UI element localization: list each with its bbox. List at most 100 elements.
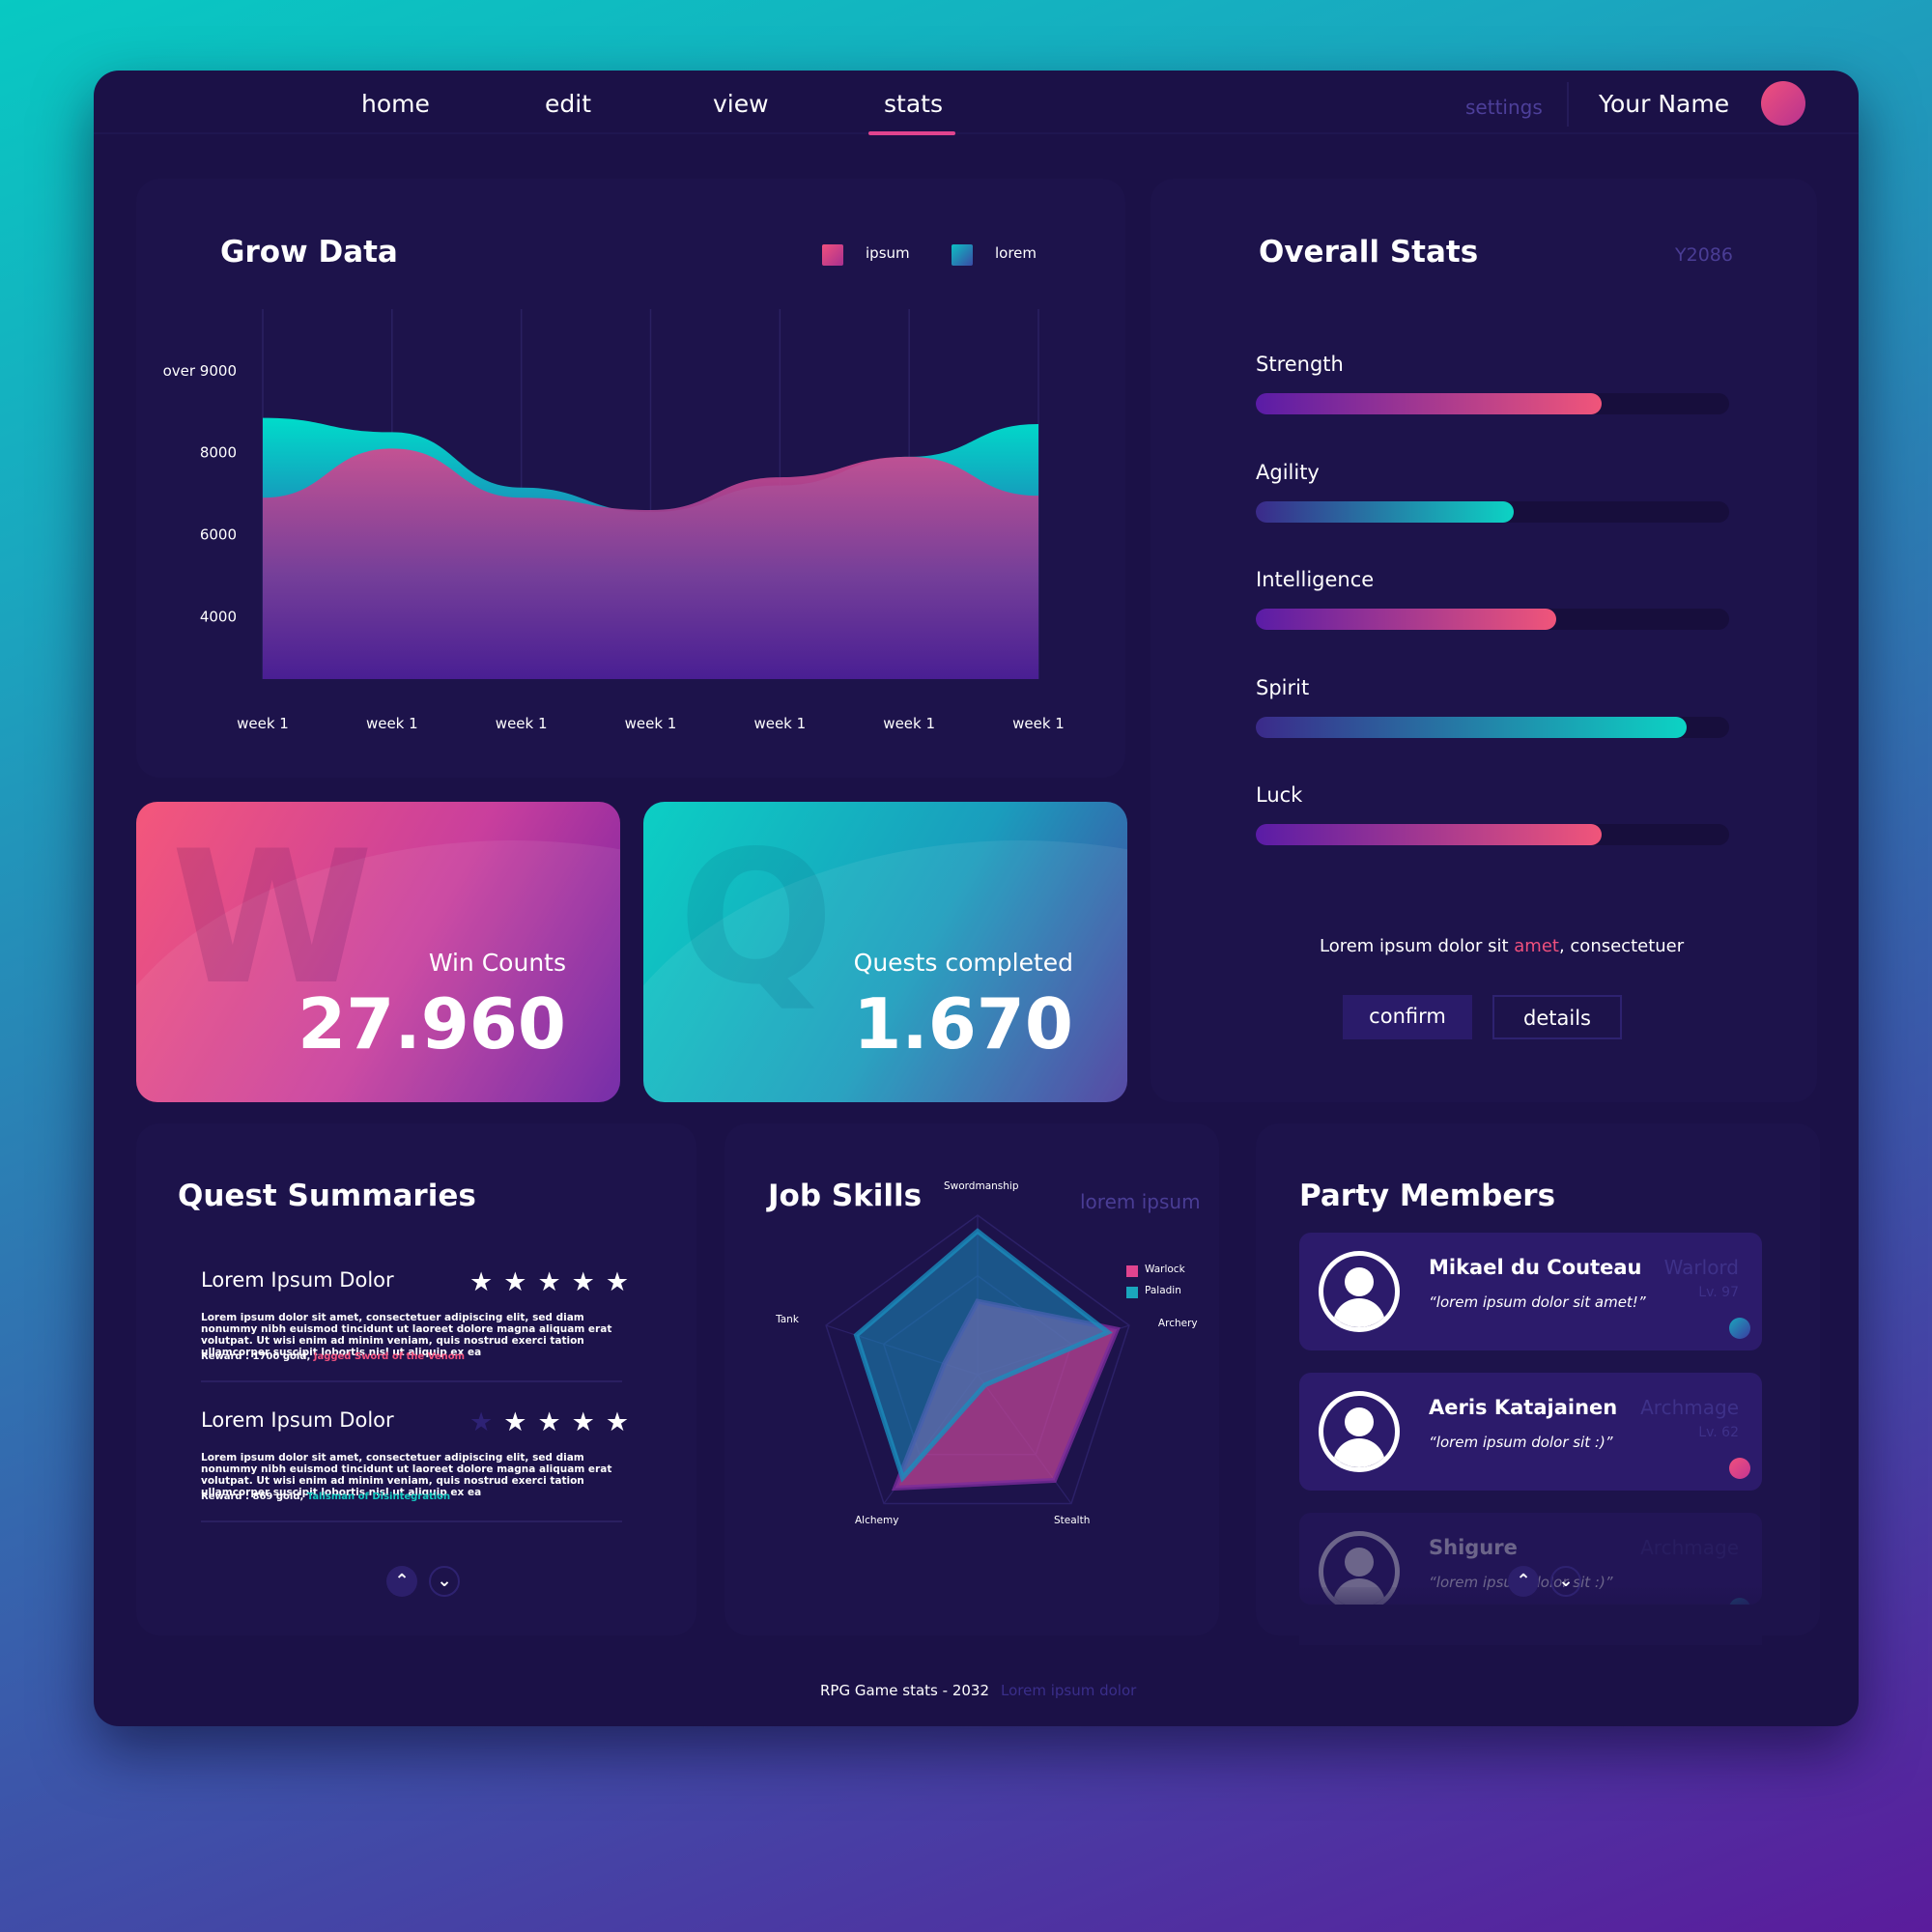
overall-stats-card: Overall Stats (1151, 179, 1817, 1102)
reward-item-link[interactable]: Talisman of Disintegration (306, 1492, 451, 1502)
reward-gold: Reward : 869 gold, (201, 1492, 307, 1502)
party-scroll-up-button[interactable]: ⌃ (1508, 1566, 1539, 1597)
star-icon: ★ (537, 1267, 561, 1297)
footer-link[interactable]: Lorem ipsum dolor (1001, 1682, 1137, 1699)
legend-ipsum-label: ipsum (866, 244, 910, 262)
party-member-card[interactable]: Aeris Katajainen “lorem ipsum dolor sit :… (1299, 1373, 1762, 1491)
member-level: Lv. 62 (1698, 1425, 1739, 1440)
stat-label-intelligence: Intelligence (1256, 568, 1375, 591)
overall-note: Lorem ipsum dolor sit amet, consectetuer (1320, 936, 1684, 956)
star-icon: ★ (503, 1267, 527, 1297)
radar-series-paladin (853, 1228, 1113, 1483)
member-status-dot (1729, 1318, 1750, 1339)
stat-bar-strength (1256, 393, 1729, 414)
chevron-down-icon: ⌄ (437, 1571, 452, 1591)
radar-axis-label: Alchemy (855, 1515, 899, 1527)
star-icon: ★ (469, 1407, 494, 1437)
overall-stats-title: Overall Stats (1259, 235, 1479, 270)
avatar-body (1333, 1438, 1385, 1467)
note-text-end: , consectetuer (1558, 936, 1685, 956)
avatar-head (1345, 1267, 1374, 1296)
y-tick-label: 4000 (200, 608, 237, 625)
quest-tile-letter: Q (678, 811, 835, 1025)
star-icon: ★ (503, 1407, 527, 1437)
quest-item-description: Lorem ipsum dolor sit amet, consectetuer… (201, 1312, 612, 1358)
nav-stats[interactable]: stats (884, 90, 943, 118)
quest-summaries-card: Quest Summaries (136, 1123, 696, 1635)
star-icon: ★ (571, 1267, 595, 1297)
party-members-title: Party Members (1299, 1179, 1556, 1213)
quests-completed-label: Quests completed (853, 949, 1073, 977)
chevron-up-icon: ⌃ (394, 1571, 410, 1591)
stat-bar-fill (1256, 824, 1602, 845)
radar-axis-label: Archery (1157, 1318, 1198, 1329)
nav-edit[interactable]: edit (545, 90, 591, 118)
legend-label-warlock: Warlock (1145, 1264, 1185, 1275)
quest-scroll-up-button[interactable]: ⌃ (386, 1566, 417, 1597)
quest-summaries-title: Quest Summaries (178, 1179, 476, 1213)
details-button[interactable]: details (1492, 995, 1622, 1039)
avatar-head (1345, 1407, 1374, 1436)
party-member-card[interactable]: Mikael du Couteau “lorem ipsum dolor sit … (1299, 1233, 1762, 1350)
star-icon: ★ (571, 1407, 595, 1437)
user-name[interactable]: Your Name (1599, 90, 1730, 118)
stat-bar-spirit (1256, 716, 1729, 738)
stat-label-agility: Agility (1256, 460, 1320, 484)
chevron-up-icon: ⌃ (1516, 1571, 1531, 1591)
note-highlight: amet (1514, 936, 1559, 956)
avatar-head (1345, 1548, 1374, 1577)
series-area-ipsum (263, 448, 1038, 679)
quest-divider (201, 1520, 622, 1522)
quest-item-title: Lorem Ipsum Dolor (201, 1268, 394, 1292)
stat-bar-fill (1256, 500, 1514, 523)
x-tick-label: week 1 (753, 715, 806, 732)
star-icon: ★ (605, 1267, 630, 1297)
member-class: Archmage (1640, 1536, 1739, 1559)
stat-bar-intelligence (1256, 609, 1729, 630)
quests-completed-tile[interactable]: Q Quests completed 1.670 (643, 802, 1127, 1102)
x-tick-label: week 1 (366, 715, 418, 732)
member-quote: “lorem ipsum dolor sit amet!” (1429, 1293, 1646, 1311)
nav-home[interactable]: home (361, 90, 430, 118)
member-class: Archmage (1640, 1396, 1739, 1419)
stat-bar-fill (1256, 716, 1687, 738)
stat-label-strength: Strength (1256, 353, 1344, 376)
confirm-button[interactable]: confirm (1343, 995, 1472, 1039)
radar-axis-label: Stealth (1053, 1515, 1091, 1527)
avatar-body (1333, 1298, 1385, 1327)
legend-lorem-label: lorem (995, 244, 1037, 262)
reward-item-link[interactable]: Jagged Sword of the Venom (313, 1351, 466, 1362)
nav-view[interactable]: view (713, 90, 769, 118)
quest-rating: ★ ★ ★ ★ ★ (469, 1269, 629, 1295)
x-tick-label: week 1 (883, 715, 935, 732)
member-status-dot (1729, 1458, 1750, 1479)
stat-label-spirit: Spirit (1256, 675, 1310, 699)
quest-scroll-down-button[interactable]: ⌄ (429, 1566, 460, 1597)
job-skills-title: Job Skills (768, 1179, 923, 1213)
member-avatar-icon (1319, 1251, 1400, 1332)
stat-bar-agility (1256, 500, 1729, 523)
quest-item-reward: Reward : 869 gold, Talisman of Disintegr… (201, 1492, 450, 1502)
legend-swatch-warlock (1126, 1265, 1138, 1277)
win-counts-tile[interactable]: W Win Counts 27.960 (136, 802, 620, 1102)
party-scroll-down-button[interactable]: ⌄ (1550, 1566, 1581, 1597)
win-counts-label: Win Counts (428, 949, 566, 977)
year-tag: Y2086 (1675, 244, 1733, 266)
stat-label-luck: Luck (1256, 783, 1303, 807)
x-tick-label: week 1 (237, 715, 289, 732)
quest-divider (201, 1380, 622, 1382)
star-icon: ★ (469, 1267, 494, 1297)
chevron-down-icon: ⌄ (1558, 1571, 1574, 1591)
x-tick-label: week 1 (1012, 715, 1065, 732)
radar-axis-label: Tank (776, 1314, 799, 1325)
grow-data-chart: 4000 6000 8000 over 9000 week 1 week 1 week 1… (163, 309, 1065, 732)
member-name: Shigure (1429, 1536, 1518, 1559)
stat-bar-fill (1256, 393, 1602, 414)
win-tile-letter: W (171, 811, 374, 1025)
radar-axis-label: Swordmanship (944, 1180, 1019, 1192)
settings-link[interactable]: settings (1465, 96, 1543, 119)
user-avatar[interactable] (1761, 81, 1805, 126)
dashboard-window: home edit view stats settings Your Name … (94, 71, 1859, 1726)
x-tick-label: week 1 (496, 715, 548, 732)
footer-copyright: RPG Game stats - 2032 (820, 1682, 989, 1699)
